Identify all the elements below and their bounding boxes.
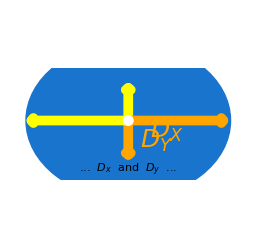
Ellipse shape: [26, 43, 231, 199]
Circle shape: [124, 116, 133, 125]
Text: $\mathit{D}_{\mathit{X}}$: $\mathit{D}_{\mathit{X}}$: [150, 118, 184, 144]
Text: ...  $D_x$  and  $D_y$  ...: ... $D_x$ and $D_y$ ...: [79, 161, 177, 178]
Text: $\mathit{D}_{\mathit{Y}}$: $\mathit{D}_{\mathit{Y}}$: [140, 128, 173, 155]
